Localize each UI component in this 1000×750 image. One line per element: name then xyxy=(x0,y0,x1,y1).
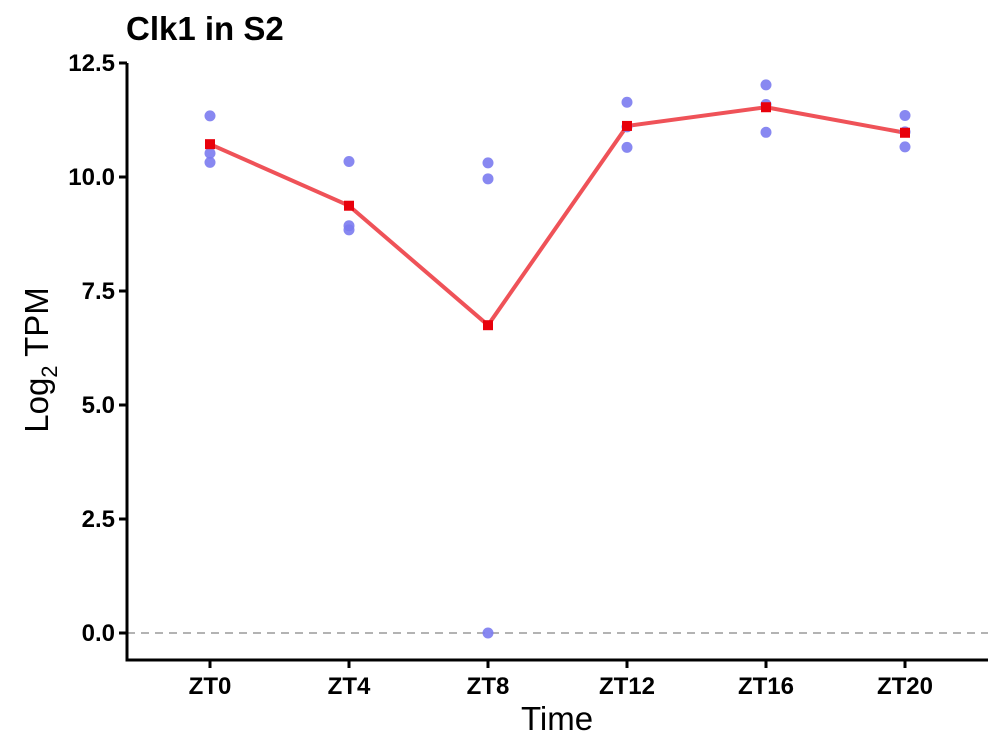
x-tick-label: ZT4 xyxy=(328,673,371,700)
mean-line xyxy=(209,105,906,328)
y-axis-title-suffix: TPM xyxy=(18,287,55,365)
axes-layer xyxy=(125,63,988,662)
x-axis-ticks: ZT0 ZT4 ZT8 ZT12 ZT16 ZT20 xyxy=(189,660,933,700)
y-tick-label: 12.5 xyxy=(68,50,115,77)
y-axis-ticks: 0.0 2.5 5.0 7.5 10.0 12.5 xyxy=(68,50,127,647)
x-tick-label: ZT8 xyxy=(467,673,510,700)
replicate-point xyxy=(621,141,633,153)
replicate-point xyxy=(899,109,911,121)
x-tick-label: ZT20 xyxy=(877,673,933,700)
mean-marker xyxy=(900,127,910,138)
mean-marker xyxy=(344,200,354,211)
replicate-point xyxy=(204,156,216,168)
replicate-point xyxy=(482,627,494,639)
y-tick-label: 2.5 xyxy=(82,506,115,533)
replicate-point xyxy=(760,79,772,91)
mean-markers-layer xyxy=(205,102,910,331)
replicate-point xyxy=(343,155,355,167)
replicate-point xyxy=(760,126,772,138)
y-tick-label: 10.0 xyxy=(68,164,115,191)
mean-marker xyxy=(622,120,632,131)
replicate-point xyxy=(343,224,355,236)
y-tick-label: 7.5 xyxy=(82,278,115,305)
y-tick-label: 0.0 xyxy=(82,620,115,647)
y-axis-title: Log2 TPM xyxy=(18,287,62,433)
x-tick-label: ZT0 xyxy=(189,673,232,700)
x-tick-label: ZT16 xyxy=(738,673,794,700)
replicate-point xyxy=(621,96,633,108)
mean-line-layer xyxy=(209,105,906,328)
y-axis-title-subscript: 2 xyxy=(37,365,62,377)
replicate-point xyxy=(482,157,494,169)
replicate-points-layer xyxy=(204,79,911,639)
mean-marker xyxy=(205,139,215,150)
x-tick-label: ZT12 xyxy=(599,673,655,700)
x-axis-title: Time xyxy=(521,700,593,737)
chart-title: Clk1 in S2 xyxy=(126,10,284,47)
mean-marker xyxy=(483,320,493,331)
replicate-point xyxy=(899,141,911,153)
y-axis-title-main: Log xyxy=(18,378,55,433)
replicate-point xyxy=(204,147,216,159)
replicate-point xyxy=(204,110,216,122)
y-tick-label: 5.0 xyxy=(82,392,115,419)
mean-marker xyxy=(761,102,771,113)
replicate-point xyxy=(482,173,494,185)
